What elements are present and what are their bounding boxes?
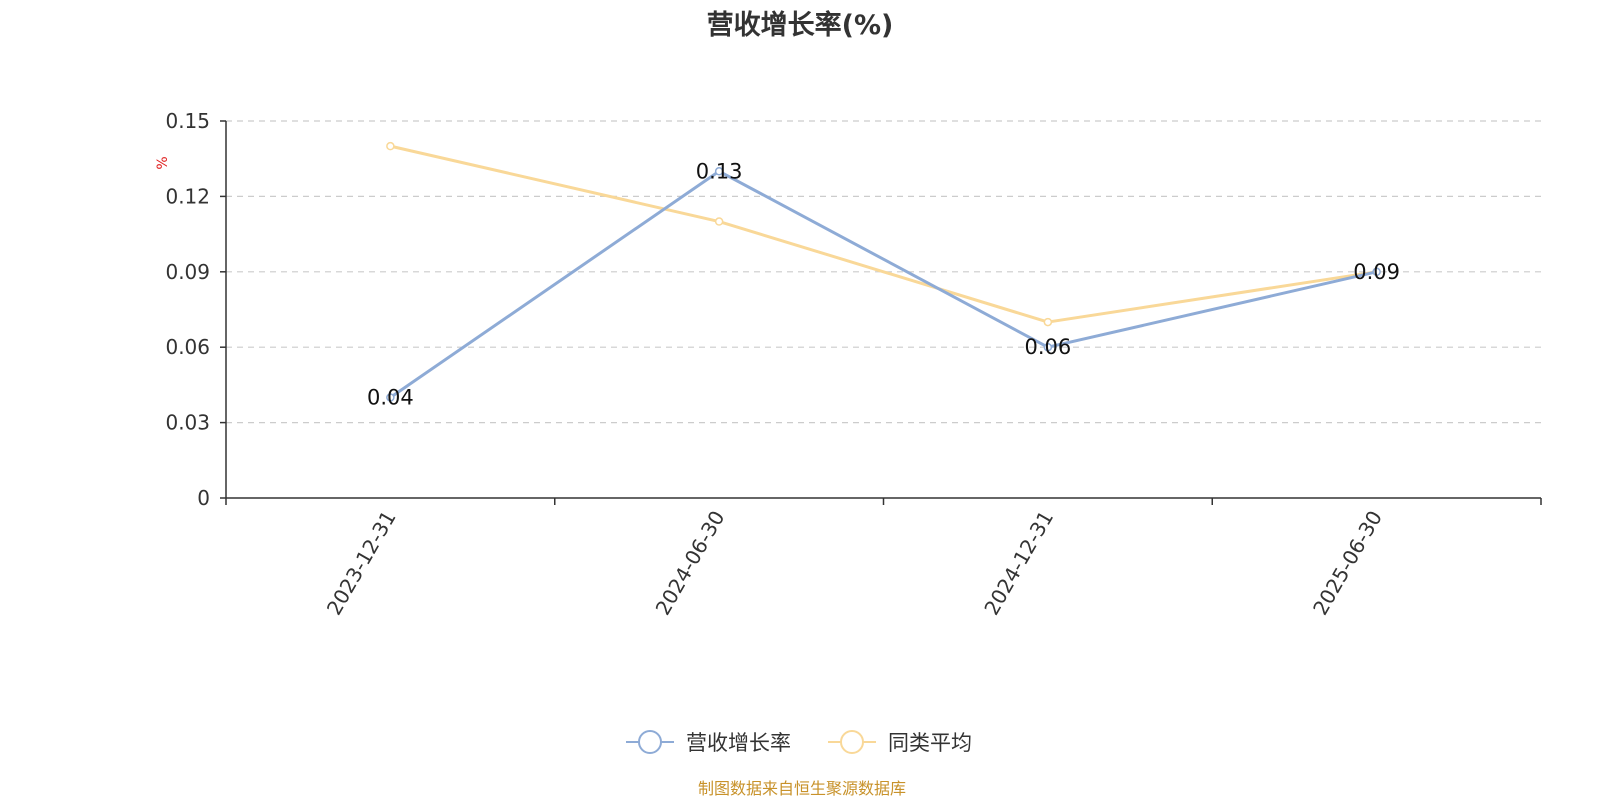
y-tick-label: 0.12 bbox=[165, 184, 210, 208]
axes bbox=[225, 121, 1541, 499]
y-tick-label: 0.15 bbox=[165, 109, 210, 133]
data-point-0-0 bbox=[386, 393, 395, 402]
data-point-1-0 bbox=[386, 141, 395, 151]
data-label: 0.09 bbox=[1353, 260, 1400, 284]
data-label: 0.04 bbox=[367, 385, 414, 409]
y-tick-label: 0.06 bbox=[165, 335, 210, 359]
y-tick-label: 0.09 bbox=[165, 260, 210, 284]
data-point-1-2 bbox=[1043, 317, 1053, 327]
chart-title: 营收增长率(%) bbox=[707, 9, 894, 41]
x-axis-ticks: 2023-12-31 2024-06-30 2024-12-31 2025-06-30 bbox=[225, 498, 1542, 620]
data-label: 0.13 bbox=[696, 159, 743, 183]
y-axis-unit: % bbox=[155, 156, 171, 169]
series-line-1 bbox=[390, 144, 1377, 324]
x-tick-label: 2025-06-30 bbox=[1308, 507, 1387, 620]
y-tick-label: 0 bbox=[197, 486, 210, 510]
legend-label-revenue-growth: 营收增长率 bbox=[686, 731, 791, 755]
y-axis-ticks: 0 0.03 0.06 0.09 0.12 0.15 bbox=[165, 109, 226, 510]
legend: 营收增长率 同类平均 bbox=[626, 730, 972, 755]
data-labels: 0.04 0.13 0.06 0.09 bbox=[367, 159, 1400, 409]
x-tick-label: 2024-06-30 bbox=[651, 507, 730, 620]
x-tick-label: 2023-12-31 bbox=[322, 507, 401, 620]
data-source-note: 制图数据来自恒生聚源数据库 bbox=[698, 779, 906, 798]
series-layer bbox=[386, 141, 1381, 402]
legend-marker-revenue bbox=[638, 730, 662, 754]
legend-marker-peer bbox=[840, 730, 864, 754]
data-point-0-3 bbox=[1372, 267, 1381, 277]
data-point-0-2 bbox=[1043, 342, 1053, 352]
series-line-0 bbox=[389, 169, 1377, 399]
data-point-1-1 bbox=[714, 217, 724, 226]
y-tick-label: 0.03 bbox=[165, 411, 210, 435]
legend-label-peer-average: 同类平均 bbox=[888, 731, 972, 755]
x-tick-label: 2024-12-31 bbox=[979, 507, 1058, 620]
data-point-0-1 bbox=[714, 167, 724, 176]
data-label: 0.06 bbox=[1024, 335, 1071, 359]
